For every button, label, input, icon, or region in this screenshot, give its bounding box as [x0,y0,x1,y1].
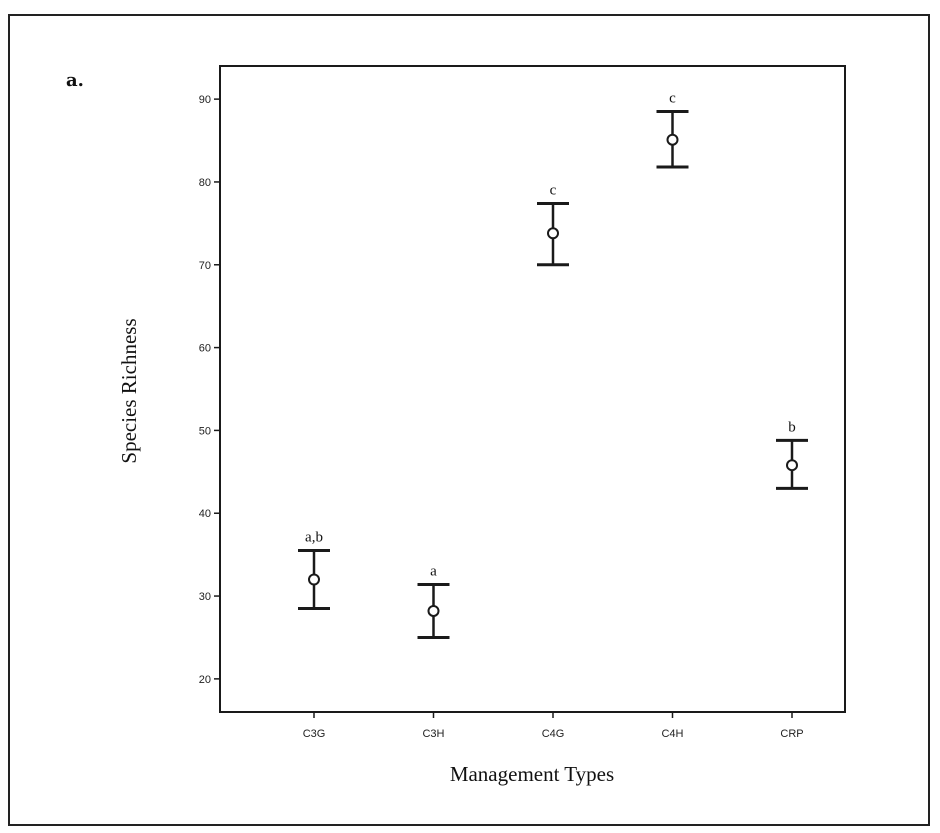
mean-point [427,604,440,617]
significance-labels: a,b a c c b [305,91,796,580]
x-tick-label: C3G [303,728,326,740]
y-tick-label: 90 [199,94,211,106]
x-tick-label: C3H [422,728,444,740]
y-axis-title: Species Richness [117,318,141,463]
y-tick-label: 40 [199,508,211,520]
error-bars [298,110,808,639]
x-tick-label: C4H [661,728,683,740]
figure-frame [8,14,930,826]
y-axis: 20 30 40 50 60 70 80 90 [199,94,220,686]
significance-label: b [788,419,796,435]
mean-point [308,573,320,586]
y-tick-label: 20 [199,674,211,686]
y-tick-label: 30 [199,591,211,603]
x-tick-label: CRP [780,728,803,740]
x-axis-title: Management Types [450,762,614,786]
significance-label: c [669,91,676,107]
data-points [308,133,798,617]
significance-label: c [550,182,557,198]
mean-point [786,459,798,472]
x-axis: C3G C3H C4G C4H CRP [303,712,804,740]
panel-label: a. [66,70,84,91]
y-tick-label: 60 [199,343,211,355]
mean-point [547,227,559,240]
y-tick-label: 70 [199,260,211,272]
y-tick-label: 80 [199,177,211,189]
mean-point [666,133,679,146]
significance-label: a [430,563,437,579]
y-tick-label: 50 [199,425,211,437]
x-tick-label: C4G [542,728,565,740]
significance-label: a,b [305,530,323,546]
plot-area [219,65,846,713]
